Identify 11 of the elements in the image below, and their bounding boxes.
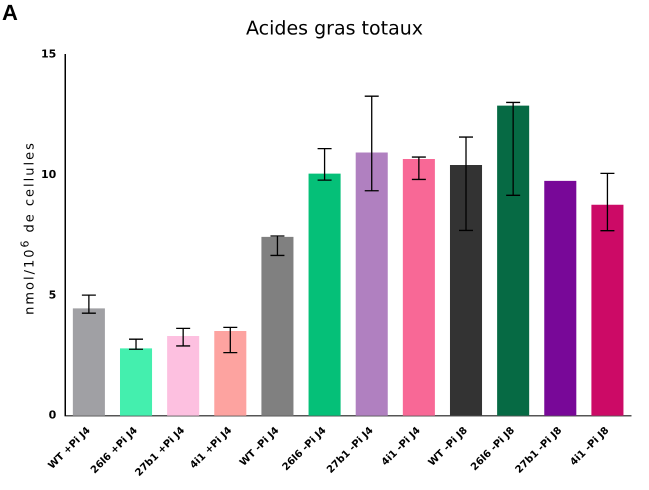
text: A (2, 0, 18, 26)
y-tick-label: 15 (40, 48, 56, 61)
y-tick-label: 5 (48, 288, 56, 302)
x-tick-label: WT -Pi J4 (238, 425, 282, 469)
y-tick-label: 0 (48, 408, 57, 422)
x-tick-label: WT -Pi J8 (426, 425, 470, 469)
x-tick-label: 4i1 -Pi J4 (380, 425, 423, 468)
x-tick-label: 4i1 -Pi J8 (568, 425, 612, 468)
chart-title: Acides gras totaux (246, 17, 423, 40)
y-tick-label: 10 (40, 168, 57, 181)
x-tick-label: 4i1 +Pi J4 (188, 425, 234, 472)
